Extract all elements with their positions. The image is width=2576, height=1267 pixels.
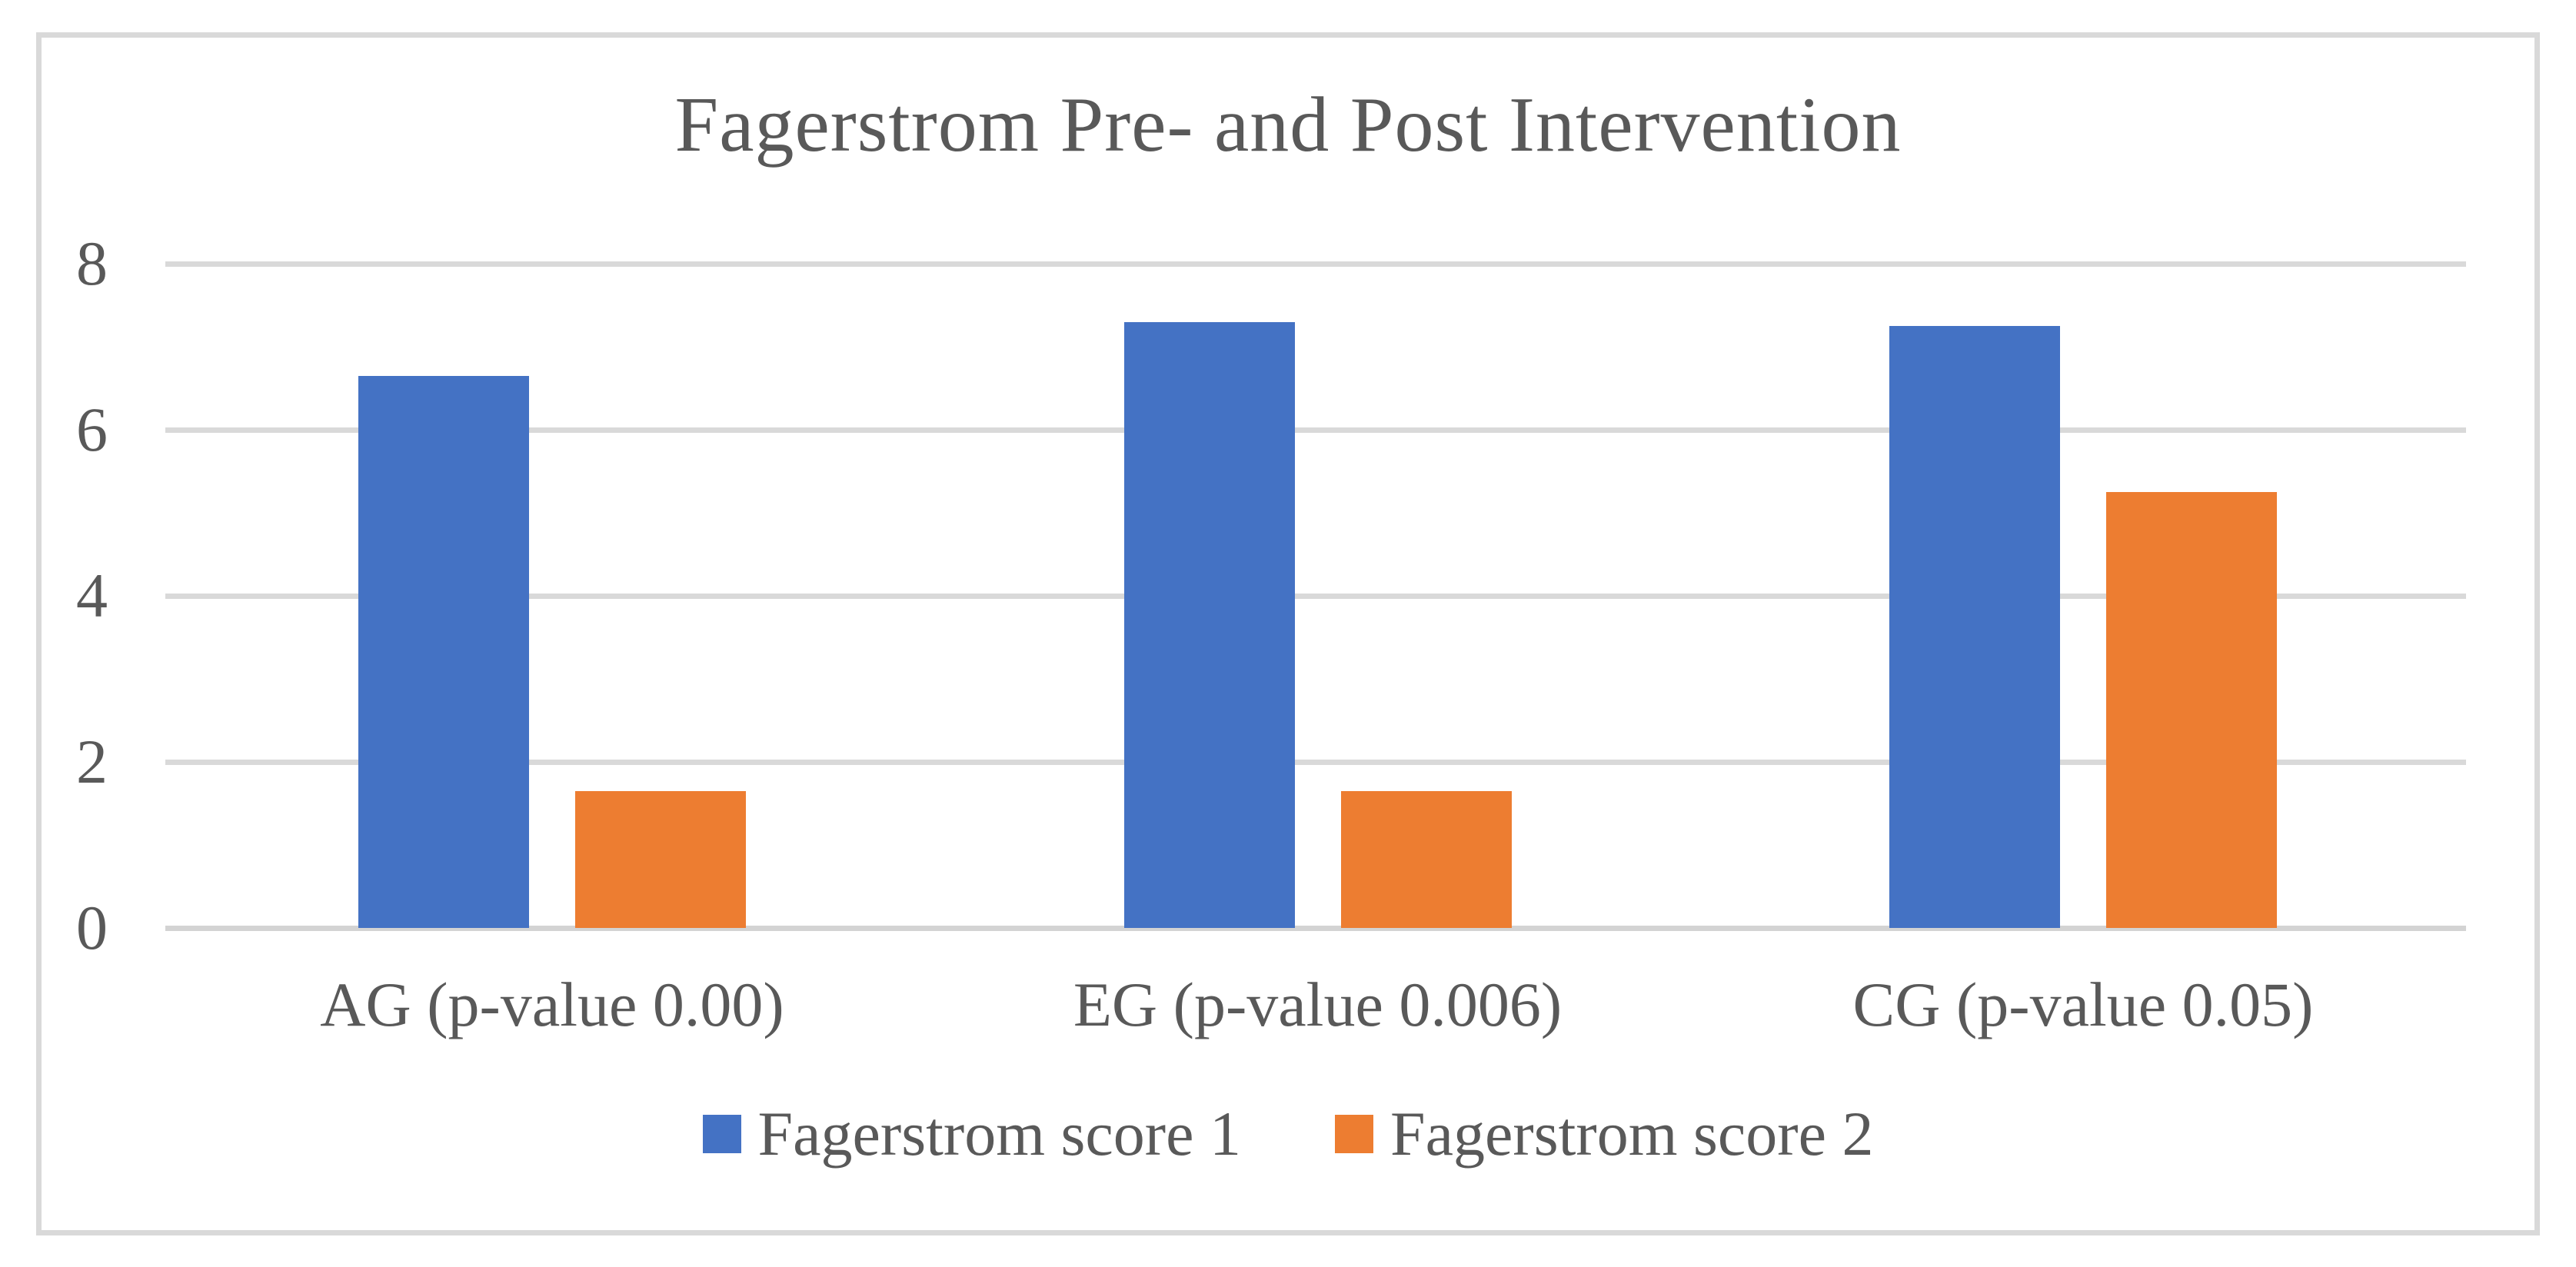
bar-fagerstrom-score-2-cg [2106, 492, 2277, 928]
bar-fagerstrom-score-2-eg [1340, 790, 1512, 928]
bar-fagerstrom-score-2-ag [575, 790, 746, 928]
x-axis-category-label-ag: AG (p-value 0.00) [320, 969, 784, 1039]
chart-title: Fagerstrom Pre- and Post Intervention [674, 81, 1902, 168]
legend-entry-fagerstrom-score-1: Fagerstrom score 1 [702, 1092, 1242, 1176]
gridline-y-4 [165, 593, 2466, 599]
legend-label-fagerstrom-score-2: Fagerstrom score 2 [1390, 1099, 1874, 1169]
y-axis-tick-label-0: 0 [76, 893, 108, 963]
y-axis-tick-label-2: 2 [76, 727, 108, 796]
bar-fagerstrom-score-1-cg [1889, 326, 2060, 928]
gridline-y-0 [165, 925, 2466, 931]
y-axis-tick-label-8: 8 [76, 228, 108, 298]
y-axis-tick-label-6: 6 [76, 394, 108, 464]
gridline-y-6 [165, 427, 2466, 433]
legend-entry-fagerstrom-score-2: Fagerstrom score 2 [1335, 1092, 1874, 1176]
bar-fagerstrom-score-1-eg [1123, 321, 1295, 928]
y-axis-tick-label-4: 4 [76, 560, 108, 630]
x-axis-category-label-cg: CG (p-value 0.05) [1852, 969, 2314, 1039]
legend-swatch-fagerstrom-score-1 [702, 1115, 741, 1153]
bar-fagerstrom-score-1-ag [358, 375, 529, 928]
legend: Fagerstrom score 1 Fagerstrom score 2 [0, 1092, 2576, 1176]
legend-swatch-fagerstrom-score-2 [1335, 1115, 1373, 1153]
legend-label-fagerstrom-score-1: Fagerstrom score 1 [757, 1099, 1242, 1169]
gridline-y-2 [165, 759, 2466, 765]
gridline-y-8 [165, 261, 2466, 267]
x-axis-category-label-eg: EG (p-value 0.006) [1073, 969, 1563, 1039]
